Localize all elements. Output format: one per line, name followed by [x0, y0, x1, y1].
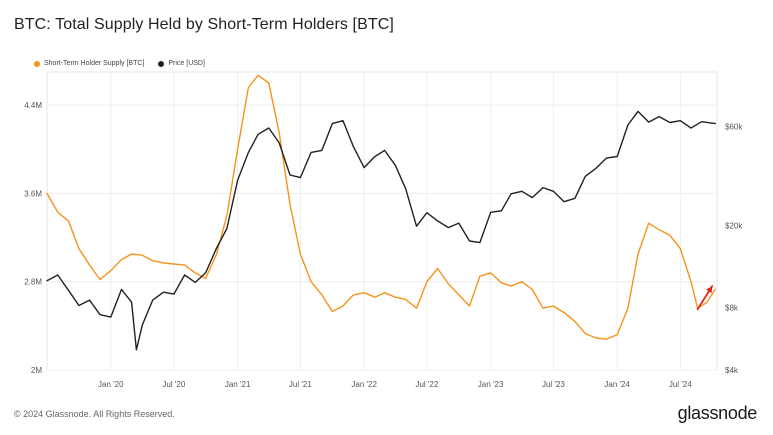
legend-item-price[interactable]: Price [USD] [158, 60, 205, 67]
annotation-layer [696, 285, 714, 311]
chart-legend: Short-Term Holder Supply [BTC] Price [US… [34, 60, 205, 67]
x-tick-label: Jan '21 [225, 380, 251, 389]
left-tick-label: 2M [31, 366, 42, 375]
x-tick-label: Jan '22 [351, 380, 377, 389]
left-axis: 2M 2.8M 3.6M 4.4M [24, 101, 42, 375]
x-tick-label: Jul '22 [415, 380, 438, 389]
series-line-price[interactable] [46, 110, 716, 351]
right-axis: $4k $8k $20k $60k [725, 123, 743, 375]
right-tick-label: $4k [725, 366, 739, 375]
plot-area [46, 71, 718, 371]
left-tick-label: 4.4M [24, 101, 42, 110]
annotation-arrow-head [706, 286, 713, 294]
x-tick-label: Jul '21 [289, 380, 312, 389]
right-tick-label: $20k [725, 221, 743, 230]
legend-label-price: Price [USD] [168, 60, 205, 67]
x-tick-label: Jul '24 [669, 380, 692, 389]
y-gridlines [47, 104, 717, 371]
x-gridlines [110, 72, 681, 370]
x-tick-label: Jan '20 [98, 380, 124, 389]
legend-swatch-sth-supply [34, 60, 40, 67]
legend-item-sth-supply[interactable]: Short-Term Holder Supply [BTC] [34, 60, 144, 67]
copyright-footer: © 2024 Glassnode. All Rights Reserved. [14, 409, 175, 419]
legend-swatch-price [158, 60, 165, 67]
x-tick-label: Jan '24 [604, 380, 630, 389]
series-layer [46, 74, 716, 351]
x-tick-label: Jan '23 [478, 380, 504, 389]
left-tick-label: 2.8M [24, 278, 42, 287]
series-line-sth-supply[interactable] [46, 74, 716, 340]
x-axis: Jan '20 Jul '20 Jan '21 Jul '21 Jan '22 Jul '… [98, 380, 692, 389]
right-tick-label: $60k [725, 123, 743, 132]
glassnode-logo[interactable]: glassnode [677, 403, 758, 423]
x-tick-label: Jul '23 [542, 380, 565, 389]
x-tick-label: Jul '20 [162, 380, 185, 389]
left-tick-label: 3.6M [24, 189, 42, 198]
legend-label-sth-supply: Short-Term Holder Supply [BTC] [44, 60, 145, 67]
chart-title: BTC: Total Supply Held by Short-Term Hol… [14, 16, 394, 33]
right-tick-label: $8k [725, 304, 739, 313]
